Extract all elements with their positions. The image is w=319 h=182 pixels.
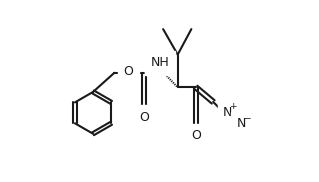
Text: N: N xyxy=(223,106,233,119)
Text: NH: NH xyxy=(151,56,169,69)
Text: +: + xyxy=(229,102,237,111)
Text: N: N xyxy=(237,117,246,130)
Text: −: − xyxy=(243,113,251,122)
Text: O: O xyxy=(139,111,149,124)
Text: O: O xyxy=(191,129,201,142)
Text: O: O xyxy=(124,65,133,78)
